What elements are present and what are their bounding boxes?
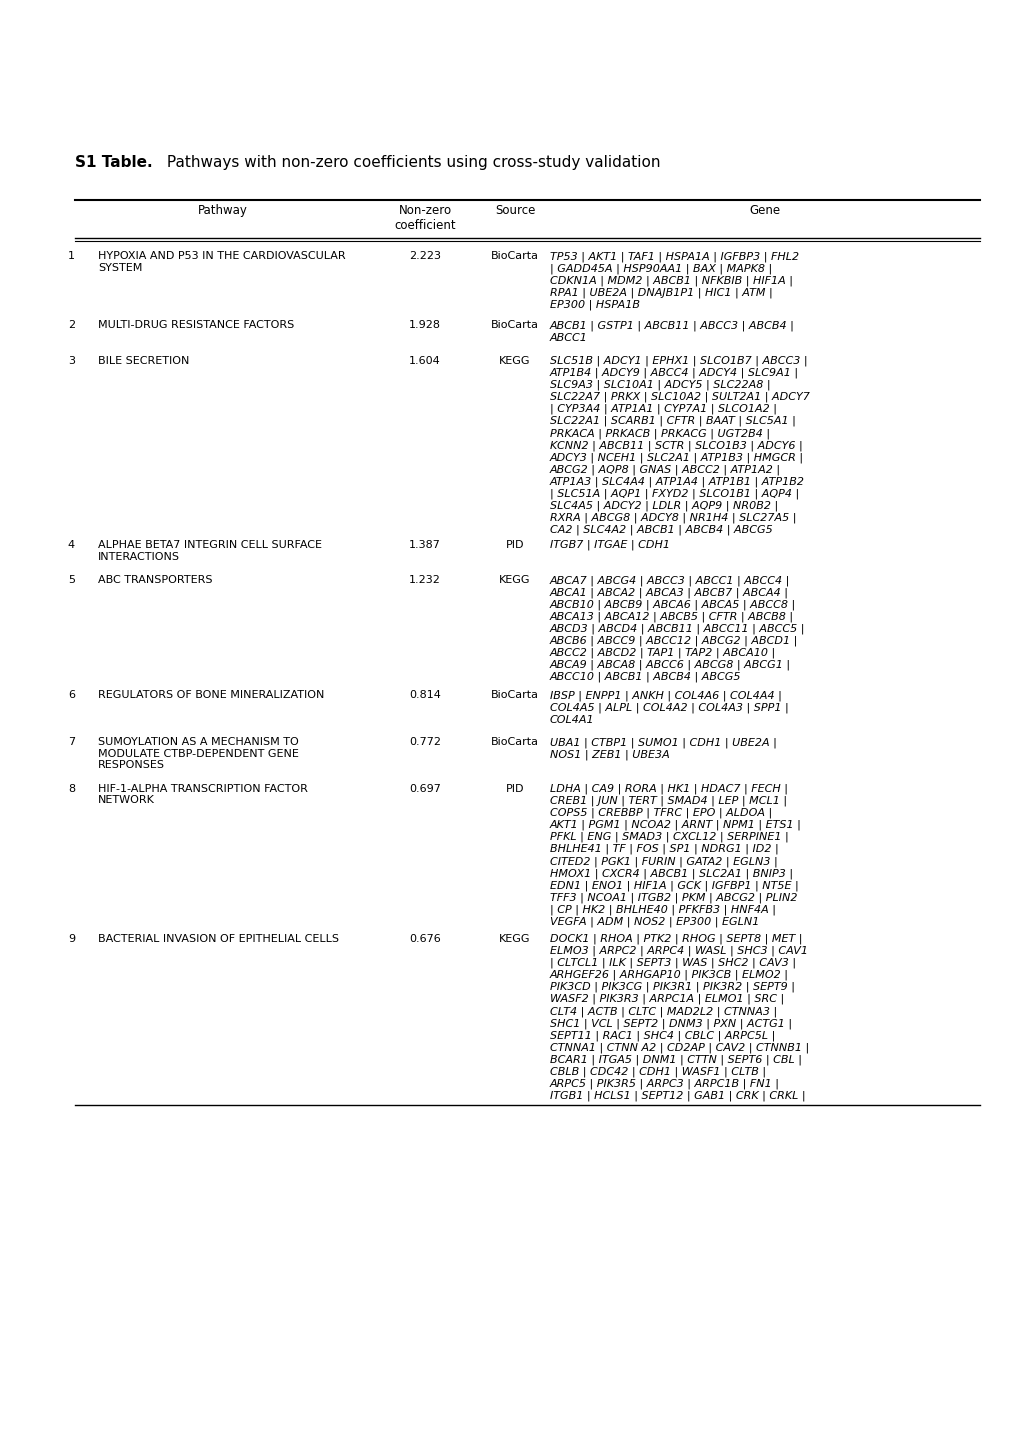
- Text: 3: 3: [68, 356, 75, 365]
- Text: LDHA | CA9 | RORA | HK1 | HDAC7 | FECH |
CREB1 | JUN | TERT | SMAD4 | LEP | MCL1: LDHA | CA9 | RORA | HK1 | HDAC7 | FECH |…: [549, 783, 801, 927]
- Text: Source: Source: [494, 203, 535, 216]
- Text: HIF-1-ALPHA TRANSCRIPTION FACTOR
NETWORK: HIF-1-ALPHA TRANSCRIPTION FACTOR NETWORK: [98, 783, 308, 805]
- Text: 1.387: 1.387: [409, 539, 440, 549]
- Text: 5: 5: [68, 575, 75, 585]
- Text: MULTI-DRUG RESISTANCE FACTORS: MULTI-DRUG RESISTANCE FACTORS: [98, 320, 293, 330]
- Text: 2: 2: [68, 320, 75, 330]
- Text: 1.604: 1.604: [409, 356, 440, 365]
- Text: PID: PID: [505, 539, 524, 549]
- Text: BioCarta: BioCarta: [490, 251, 538, 261]
- Text: BILE SECRETION: BILE SECRETION: [98, 356, 190, 365]
- Text: TP53 | AKT1 | TAF1 | HSPA1A | IGFBP3 | FHL2
| GADD45A | HSP90AA1 | BAX | MAPK8 |: TP53 | AKT1 | TAF1 | HSPA1A | IGFBP3 | F…: [549, 251, 798, 310]
- Text: KEGG: KEGG: [498, 575, 530, 585]
- Text: 0.676: 0.676: [409, 933, 440, 943]
- Text: BioCarta: BioCarta: [490, 737, 538, 747]
- Text: 9: 9: [68, 933, 75, 943]
- Text: 4: 4: [68, 539, 75, 549]
- Text: BioCarta: BioCarta: [490, 691, 538, 701]
- Text: Pathways with non-zero coefficients using cross-study validation: Pathways with non-zero coefficients usin…: [162, 154, 660, 170]
- Text: PID: PID: [505, 783, 524, 793]
- Text: Pathway: Pathway: [198, 203, 248, 216]
- Text: 8: 8: [68, 783, 75, 793]
- Text: REGULATORS OF BONE MINERALIZATION: REGULATORS OF BONE MINERALIZATION: [98, 691, 324, 701]
- Text: KEGG: KEGG: [498, 356, 530, 365]
- Text: HYPOXIA AND P53 IN THE CARDIOVASCULAR
SYSTEM: HYPOXIA AND P53 IN THE CARDIOVASCULAR SY…: [98, 251, 345, 273]
- Text: BACTERIAL INVASION OF EPITHELIAL CELLS: BACTERIAL INVASION OF EPITHELIAL CELLS: [98, 933, 338, 943]
- Text: ITGB7 | ITGAE | CDH1: ITGB7 | ITGAE | CDH1: [549, 539, 669, 551]
- Text: Gene: Gene: [749, 203, 780, 216]
- Text: 1: 1: [68, 251, 75, 261]
- Text: 6: 6: [68, 691, 75, 701]
- Text: ABC TRANSPORTERS: ABC TRANSPORTERS: [98, 575, 212, 585]
- Text: DOCK1 | RHOA | PTK2 | RHOG | SEPT8 | MET |
ELMO3 | ARPC2 | ARPC4 | WASL | SHC3 |: DOCK1 | RHOA | PTK2 | RHOG | SEPT8 | MET…: [549, 933, 808, 1102]
- Text: SUMOYLATION AS A MECHANISM TO
MODULATE CTBP-DEPENDENT GENE
RESPONSES: SUMOYLATION AS A MECHANISM TO MODULATE C…: [98, 737, 299, 770]
- Text: ABCA7 | ABCG4 | ABCC3 | ABCC1 | ABCC4 |
ABCA1 | ABCA2 | ABCA3 | ABCB7 | ABCA4 |
: ABCA7 | ABCG4 | ABCC3 | ABCC1 | ABCC4 | …: [549, 575, 805, 682]
- Text: 2.223: 2.223: [409, 251, 440, 261]
- Text: S1 Table.: S1 Table.: [75, 154, 153, 170]
- Text: SLC51B | ADCY1 | EPHX1 | SLCO1B7 | ABCC3 |
ATP1B4 | ADCY9 | ABCC4 | ADCY4 | SLC9: SLC51B | ADCY1 | EPHX1 | SLCO1B7 | ABCC3…: [549, 356, 809, 535]
- Text: Non-zero
coefficient: Non-zero coefficient: [393, 203, 455, 232]
- Text: KEGG: KEGG: [498, 933, 530, 943]
- Text: BioCarta: BioCarta: [490, 320, 538, 330]
- Text: 0.772: 0.772: [409, 737, 440, 747]
- Text: 0.697: 0.697: [409, 783, 440, 793]
- Text: UBA1 | CTBP1 | SUMO1 | CDH1 | UBE2A |
NOS1 | ZEB1 | UBE3A: UBA1 | CTBP1 | SUMO1 | CDH1 | UBE2A | NO…: [549, 737, 776, 760]
- Text: ALPHAE BETA7 INTEGRIN CELL SURFACE
INTERACTIONS: ALPHAE BETA7 INTEGRIN CELL SURFACE INTER…: [98, 539, 322, 561]
- Text: 0.814: 0.814: [409, 691, 440, 701]
- Text: 1.928: 1.928: [409, 320, 440, 330]
- Text: 1.232: 1.232: [409, 575, 440, 585]
- Text: ABCB1 | GSTP1 | ABCB11 | ABCC3 | ABCB4 |
ABCC1: ABCB1 | GSTP1 | ABCB11 | ABCC3 | ABCB4 |…: [549, 320, 794, 343]
- Text: IBSP | ENPP1 | ANKH | COL4A6 | COL4A4 |
COL4A5 | ALPL | COL4A2 | COL4A3 | SPP1 |: IBSP | ENPP1 | ANKH | COL4A6 | COL4A4 | …: [549, 691, 788, 725]
- Text: 7: 7: [68, 737, 75, 747]
